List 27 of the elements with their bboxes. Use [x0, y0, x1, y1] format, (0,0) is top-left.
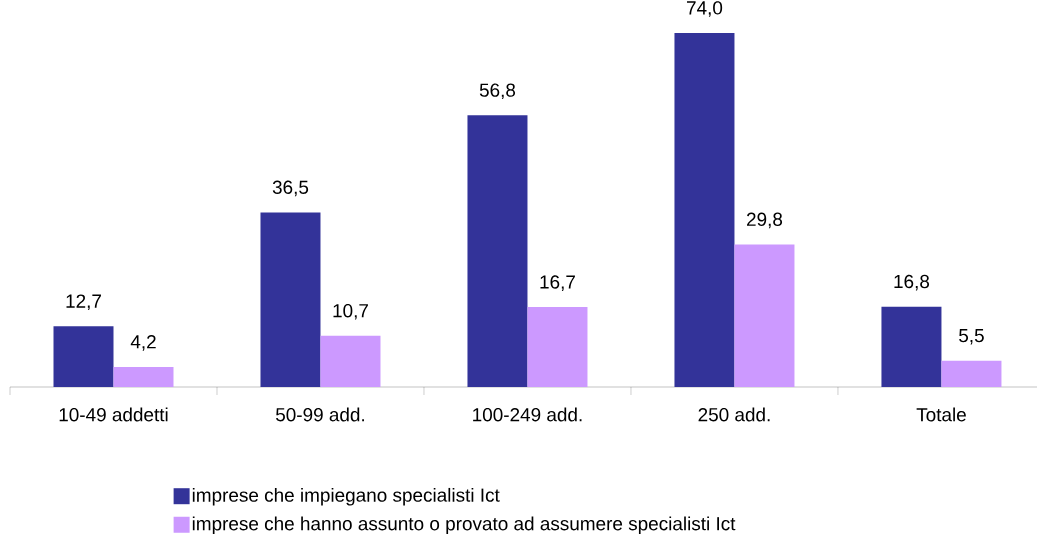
x-tick-label: 10-49 addetti	[59, 407, 168, 422]
bar	[674, 33, 735, 387]
data-label: 56,8	[479, 83, 516, 100]
bar	[467, 115, 528, 387]
bar	[320, 335, 381, 387]
bar	[53, 326, 114, 387]
data-label: 10,7	[333, 303, 368, 320]
data-label: 5,5	[959, 329, 984, 345]
x-tick-label: 100-249 add.	[473, 407, 582, 422]
bar	[734, 244, 795, 387]
legend-label: imprese che hanno assunto o provato ad assumere specialisti Ict	[192, 516, 736, 535]
bar	[527, 307, 588, 387]
x-tick-label: Totale	[916, 407, 966, 422]
data-label: 29,8	[747, 212, 783, 229]
x-tick-label: 250 add.	[698, 407, 770, 422]
bar	[113, 366, 174, 387]
data-label: 36,5	[272, 180, 309, 197]
data-label: 12,7	[66, 294, 101, 311]
legend-label: imprese che impiegano specialisti Ict	[192, 487, 500, 506]
data-label: 16,7	[540, 275, 575, 291]
data-label: 16,8	[894, 274, 930, 291]
bar	[941, 360, 1002, 387]
x-tick-label: 50-99 add.	[275, 407, 364, 422]
data-label: 4,2	[130, 335, 156, 351]
data-label: 74,0	[687, 1, 723, 17]
bar	[881, 306, 942, 387]
bar	[260, 212, 321, 387]
